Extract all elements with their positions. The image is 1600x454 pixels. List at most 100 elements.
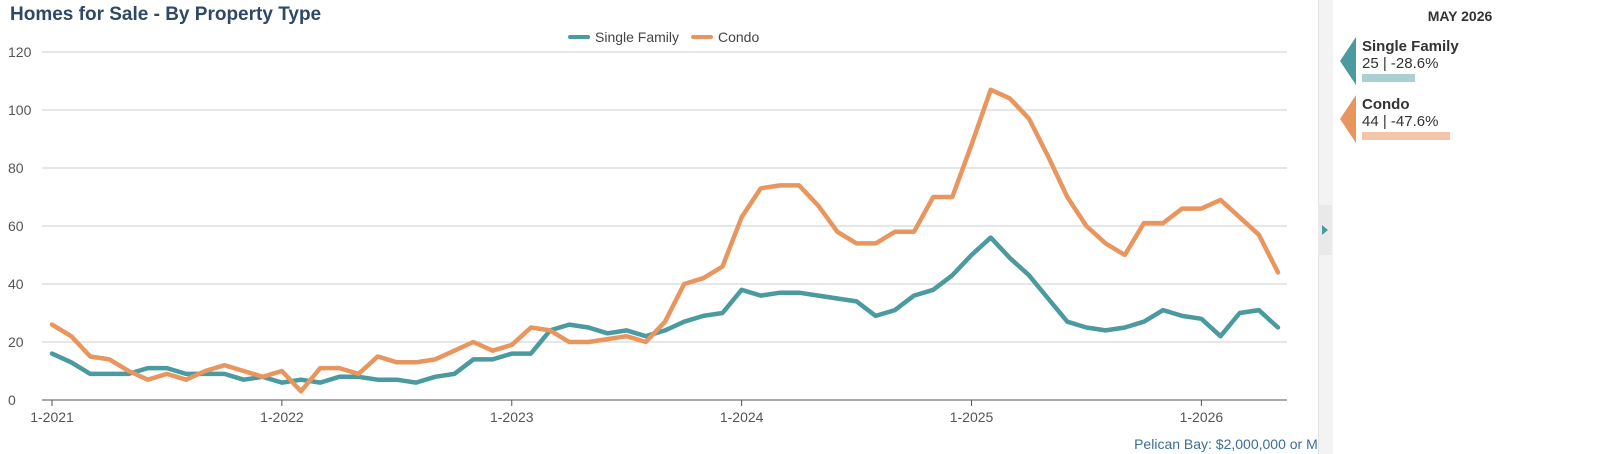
data-point[interactable] [949,272,955,278]
data-point[interactable] [700,275,706,281]
data-point[interactable] [1256,232,1262,238]
data-point[interactable] [106,371,112,377]
data-point[interactable] [528,351,534,357]
data-point[interactable] [298,388,304,394]
data-point[interactable] [1198,206,1204,212]
data-point[interactable] [605,336,611,342]
legend-item[interactable]: Single Family [568,29,679,45]
data-point[interactable] [1141,220,1147,226]
data-point[interactable] [490,356,496,362]
data-point[interactable] [739,287,745,293]
data-point[interactable] [547,327,553,333]
data-point[interactable] [413,380,419,386]
data-point[interactable] [451,371,457,377]
data-point[interactable] [1103,327,1109,333]
data-point[interactable] [796,290,802,296]
data-point[interactable] [241,368,247,374]
data-point[interactable] [1141,319,1147,325]
data-point[interactable] [777,182,783,188]
data-point[interactable] [566,322,572,328]
summary-condo[interactable]: Condo 44 | -47.6% [1340,95,1600,145]
summary-single-family[interactable]: Single Family 25 | -28.6% [1340,37,1600,87]
data-point[interactable] [585,325,591,331]
data-point[interactable] [1160,307,1166,313]
data-point[interactable] [1026,116,1032,122]
data-point[interactable] [930,194,936,200]
data-point[interactable] [1122,325,1128,331]
data-point[interactable] [183,377,189,383]
data-point[interactable] [260,374,266,380]
data-point[interactable] [1275,325,1281,331]
data-point[interactable] [317,380,323,386]
data-point[interactable] [279,380,285,386]
data-point[interactable] [739,214,745,220]
data-point[interactable] [834,229,840,235]
data-point[interactable] [509,351,515,357]
data-point[interactable] [183,371,189,377]
data-point[interactable] [930,287,936,293]
data-point[interactable] [509,342,515,348]
data-point[interactable] [145,377,151,383]
data-point[interactable] [87,354,93,360]
data-point[interactable] [681,281,687,287]
data-point[interactable] [758,293,764,299]
data-point[interactable] [145,365,151,371]
data-point[interactable] [1160,220,1166,226]
data-point[interactable] [834,296,840,302]
data-point[interactable] [1122,252,1128,258]
data-point[interactable] [1237,310,1243,316]
data-point[interactable] [221,371,227,377]
data-point[interactable] [241,377,247,383]
data-point[interactable] [202,368,208,374]
data-point[interactable] [394,359,400,365]
data-point[interactable] [451,348,457,354]
data-point[interactable] [87,371,93,377]
data-point[interactable] [432,356,438,362]
data-point[interactable] [892,307,898,313]
panel-toggle-button[interactable] [1318,205,1332,255]
data-point[interactable] [221,362,227,368]
data-point[interactable] [68,359,74,365]
data-point[interactable] [815,203,821,209]
data-point[interactable] [68,333,74,339]
data-point[interactable] [873,240,879,246]
data-point[interactable] [719,310,725,316]
data-point[interactable] [662,327,668,333]
data-point[interactable] [375,354,381,360]
data-point[interactable] [1045,296,1051,302]
data-point[interactable] [1237,214,1243,220]
data-point[interactable] [624,333,630,339]
data-point[interactable] [164,371,170,377]
data-point[interactable] [969,252,975,258]
data-point[interactable] [49,322,55,328]
data-point[interactable] [1064,194,1070,200]
data-point[interactable] [356,371,362,377]
data-point[interactable] [1083,325,1089,331]
data-point[interactable] [777,290,783,296]
data-point[interactable] [796,182,802,188]
data-point[interactable] [911,293,917,299]
data-point[interactable] [681,319,687,325]
data-point[interactable] [969,142,975,148]
data-point[interactable] [988,235,994,241]
data-point[interactable] [719,264,725,270]
data-point[interactable] [1083,223,1089,229]
data-point[interactable] [585,339,591,345]
data-point[interactable] [700,313,706,319]
data-point[interactable] [566,339,572,345]
data-point[interactable] [624,327,630,333]
data-point[interactable] [336,374,342,380]
data-point[interactable] [1179,206,1185,212]
data-point[interactable] [528,325,534,331]
data-point[interactable] [432,374,438,380]
data-point[interactable] [470,356,476,362]
legend-item[interactable]: Condo [691,29,759,45]
data-point[interactable] [1218,197,1224,203]
data-point[interactable] [1198,316,1204,322]
data-point[interactable] [1026,272,1032,278]
data-point[interactable] [892,229,898,235]
data-point[interactable] [336,365,342,371]
data-point[interactable] [279,368,285,374]
data-point[interactable] [126,368,132,374]
data-point[interactable] [643,339,649,345]
